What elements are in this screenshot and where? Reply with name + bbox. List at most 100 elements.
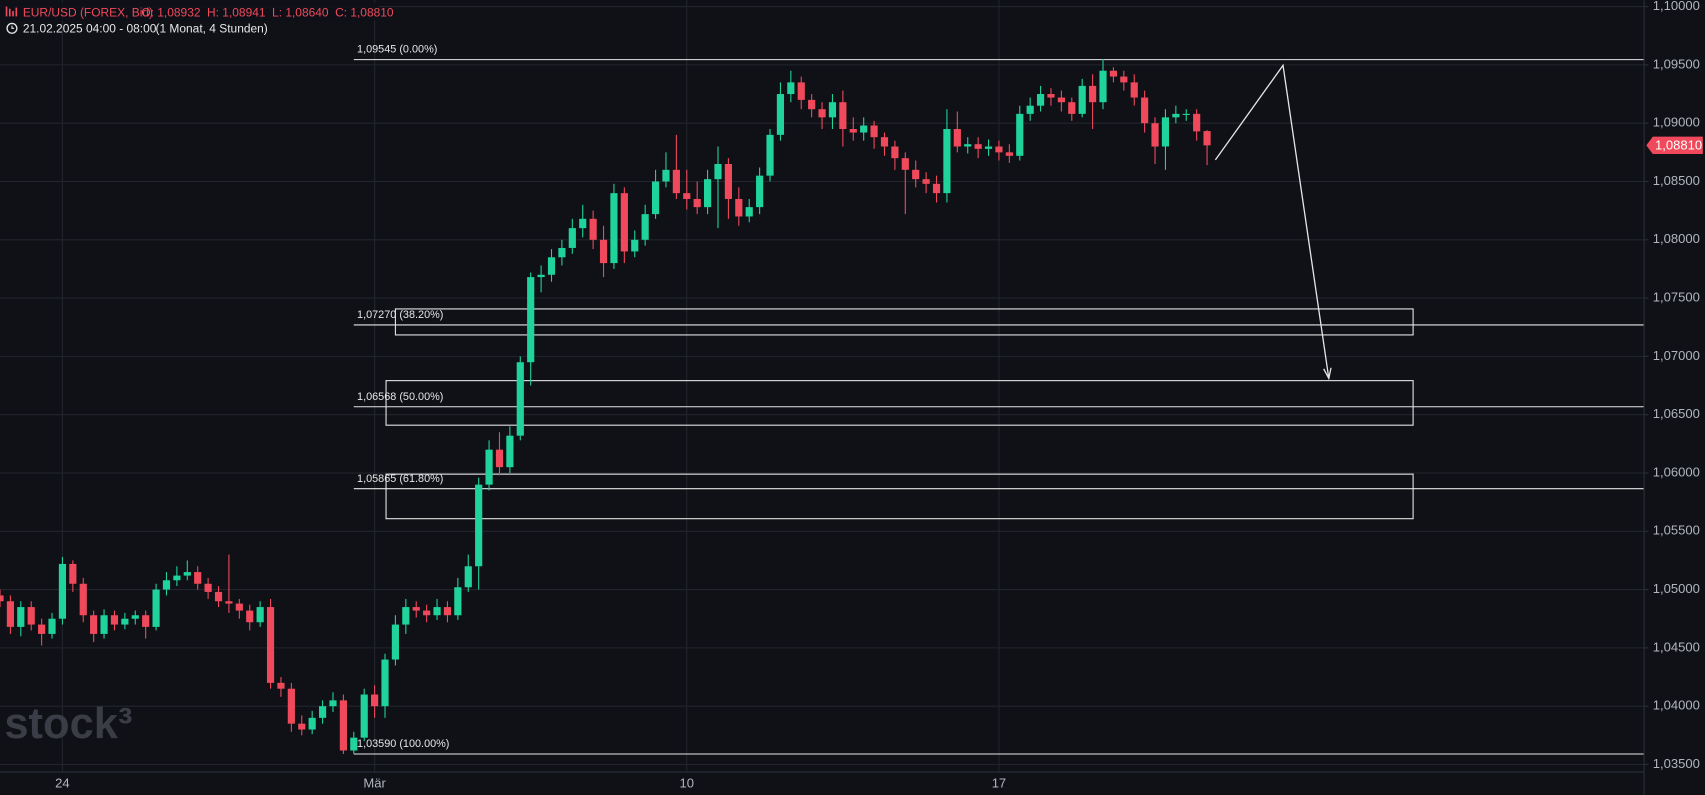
- candle-body: [329, 700, 337, 707]
- candle-body: [651, 181, 660, 215]
- candle-body: [1161, 117, 1170, 147]
- x-tick-label: 24: [55, 775, 70, 790]
- candle-body: [225, 601, 233, 604]
- symbol: EUR/USD (FOREX, Bid): [23, 5, 153, 19]
- candle-body: [1016, 113, 1024, 156]
- candle-body: [735, 198, 743, 217]
- candle-body: [173, 575, 181, 581]
- x-tick-label: 10: [680, 775, 695, 790]
- candle-body: [1130, 82, 1138, 98]
- y-tick-label: 1,09000: [1653, 115, 1700, 130]
- candle-body: [90, 615, 98, 634]
- arrow-head: [1323, 367, 1332, 381]
- candle-body: [27, 607, 35, 625]
- candle-body: [1026, 105, 1034, 114]
- candle-body: [1068, 102, 1076, 114]
- candle-body: [1036, 94, 1045, 106]
- y-tick-label: 1,09500: [1653, 56, 1700, 71]
- candle-body: [350, 737, 358, 751]
- y-tick-label: 1,05000: [1653, 581, 1700, 596]
- candle-body: [610, 193, 618, 264]
- candle-body: [589, 218, 597, 240]
- fib-label: 1,03590 (100.00%): [357, 738, 449, 750]
- candle-body: [1203, 131, 1211, 146]
- candle-body: [214, 591, 223, 602]
- candle-body: [1141, 97, 1149, 124]
- candle-body: [194, 572, 202, 584]
- last-price-tag: [1646, 136, 1703, 155]
- arrow-path: [1214, 63, 1330, 379]
- candle-body: [516, 362, 524, 436]
- candle-body: [579, 218, 587, 229]
- candle-body: [932, 183, 941, 194]
- y-tick-label: 1,06500: [1653, 406, 1700, 421]
- header-bg: [0, 2, 379, 21]
- candle-body: [495, 449, 504, 468]
- ohlc-label: L: 1,08640: [272, 5, 329, 19]
- candle-body: [818, 109, 826, 118]
- candle-body: [839, 102, 847, 130]
- y-tick-label: 1,07000: [1653, 348, 1700, 363]
- candle-body: [443, 607, 452, 616]
- candle-body: [110, 615, 119, 625]
- fib-label: 1,05865 (61.80%): [357, 473, 443, 485]
- candle-body: [766, 134, 774, 176]
- candle-body: [1099, 70, 1107, 103]
- candle-body: [454, 587, 462, 616]
- candle-body: [1151, 123, 1159, 147]
- x-tick-label: Mär: [363, 775, 386, 790]
- fib-label: 1,09545 (0.00%): [357, 44, 437, 56]
- y-tick-label: 1,05500: [1653, 523, 1700, 538]
- candle-body: [1109, 70, 1118, 77]
- last-price-label: 1,08810: [1655, 137, 1702, 152]
- watermark: stock³: [4, 700, 132, 748]
- candle-body: [100, 615, 108, 634]
- candle-body: [412, 607, 420, 611]
- candle-body: [943, 129, 951, 194]
- candle-body: [464, 566, 472, 588]
- y-tick-label: 1,04000: [1653, 698, 1700, 713]
- candle-body: [38, 624, 46, 634]
- y-tick-label: 1,08000: [1653, 231, 1700, 246]
- candle-body: [58, 563, 67, 619]
- candle-body: [287, 688, 295, 724]
- x-tick-label: 17: [992, 775, 1007, 790]
- candle-body: [298, 723, 306, 730]
- candle-body: [152, 589, 160, 627]
- y-tick-label: 1,06000: [1653, 464, 1700, 479]
- candle-body: [162, 580, 171, 590]
- candle-body: [17, 607, 25, 627]
- clock-hand: [11, 25, 15, 29]
- candle-body: [1057, 97, 1065, 103]
- header: EUR/USD (FOREX, Bid) O: 1,08932 H: 1,0894…: [0, 2, 394, 36]
- fib-label: 1,06568 (50.00%): [357, 391, 443, 403]
- candle-body: [974, 144, 982, 149]
- candle-body: [318, 706, 327, 718]
- candle-body: [704, 179, 712, 208]
- candle-body: [256, 607, 264, 623]
- symbol-icon: [5, 6, 18, 17]
- candle-body: [391, 624, 400, 660]
- candle-body: [0, 595, 4, 602]
- candle-body: [1078, 85, 1086, 114]
- y-tick-label: 1,08500: [1653, 173, 1700, 188]
- candle-body: [964, 144, 972, 147]
- y-tick-label: 1,07500: [1653, 290, 1700, 305]
- y-tick-label: 1,03500: [1653, 756, 1700, 771]
- candle-body: [714, 163, 722, 180]
- candle-body: [672, 169, 680, 194]
- candle-body: [1193, 113, 1201, 132]
- axes: 1,10000 1,09500 1,09000 1,08500 1,08000 1,075…: [55, 0, 1703, 790]
- candle-body: [880, 137, 889, 147]
- zone: [394, 308, 1414, 336]
- candle-body: [808, 99, 816, 110]
- candle-body: [69, 563, 77, 584]
- candle-body: [756, 175, 764, 208]
- candle-body: [204, 583, 212, 592]
- candle-body: [547, 257, 556, 275]
- candle-body: [423, 610, 431, 616]
- candle-body: [995, 146, 1003, 153]
- candle-body: [922, 179, 930, 184]
